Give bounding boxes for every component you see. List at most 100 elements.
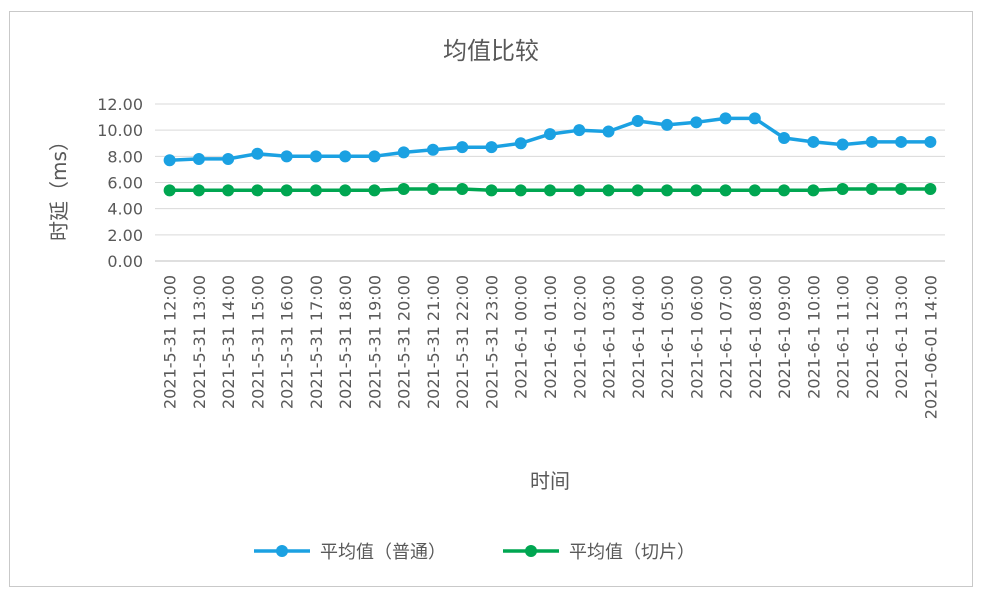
x-tick-label: 2021-6-1 07:00	[717, 275, 736, 399]
x-tick-label: 2021-5-31 18:00	[336, 275, 355, 409]
x-tick-label: 2021-6-1 09:00	[775, 275, 794, 399]
data-point	[251, 147, 264, 160]
data-point	[836, 183, 849, 196]
x-tick-label: 2021-5-31 23:00	[482, 275, 501, 409]
x-tick-label: 2021-6-1 06:00	[687, 275, 706, 399]
x-tick-label: 2021-5-31 22:00	[453, 275, 472, 409]
data-point	[895, 183, 908, 196]
x-tick-label: 2021-6-1 11:00	[834, 275, 853, 399]
data-point	[807, 184, 820, 197]
x-tick-label: 2021-5-31 17:00	[307, 275, 326, 409]
data-point	[544, 128, 556, 141]
y-tick-label: 8.00	[107, 147, 143, 166]
data-point	[631, 115, 644, 128]
legend-marker-1	[276, 545, 288, 557]
x-tick-label: 2021-5-31 20:00	[395, 275, 414, 409]
data-point	[748, 184, 761, 197]
data-point	[748, 112, 761, 125]
data-point	[924, 183, 937, 196]
y-axis-title: 时延（ms）	[47, 131, 71, 241]
data-point	[426, 143, 439, 156]
data-point	[661, 184, 674, 197]
data-point	[778, 132, 791, 145]
y-tick-label: 12.00	[97, 95, 143, 114]
data-point	[368, 150, 381, 163]
legend: 平均值（普通） 平均值（切片）	[254, 542, 695, 563]
data-point	[339, 184, 352, 197]
data-point	[397, 183, 410, 196]
data-point	[631, 184, 644, 197]
y-tick-label: 2.00	[107, 226, 143, 245]
x-tick-label: 2021-6-1 05:00	[658, 275, 677, 399]
data-point	[192, 184, 205, 197]
series-points	[163, 112, 937, 197]
data-point	[719, 112, 732, 125]
x-axis-ticks: 2021-5-31 12:00 2021-5-31 13:00 2021-5-31 …	[161, 275, 941, 419]
x-tick-label: 2021-6-1 08:00	[746, 275, 765, 399]
x-tick-label: 2021-6-1 02:00	[570, 275, 589, 399]
data-point	[163, 184, 176, 197]
data-point	[163, 154, 176, 167]
y-tick-label: 4.00	[107, 200, 143, 219]
data-point	[924, 135, 937, 148]
data-point	[456, 141, 469, 154]
data-point	[280, 184, 293, 197]
chart-title: 均值比较	[443, 37, 539, 65]
data-point	[339, 150, 352, 163]
x-tick-label: 2021-6-1 12:00	[863, 275, 882, 399]
data-point	[573, 124, 586, 137]
y-tick-label: 10.00	[97, 121, 143, 140]
data-point	[690, 116, 703, 129]
x-tick-label: 2021-6-1 00:00	[512, 275, 531, 399]
y-tick-label: 0.00	[107, 252, 143, 271]
x-axis-title: 时间	[530, 469, 570, 493]
data-point	[309, 184, 322, 197]
data-point	[485, 184, 498, 197]
chart-frame	[9, 11, 973, 587]
x-tick-label: 2021-6-1 01:00	[541, 275, 560, 399]
data-point	[456, 183, 469, 196]
data-point	[778, 184, 791, 197]
data-point	[426, 183, 439, 196]
data-point	[280, 150, 293, 163]
x-tick-label: 2021-6-1 04:00	[629, 275, 648, 399]
data-point	[514, 184, 527, 197]
grid	[155, 103, 945, 262]
data-point	[222, 152, 235, 165]
data-point	[222, 184, 235, 197]
data-point	[573, 184, 586, 197]
legend-label-2: 平均值（切片）	[569, 542, 695, 563]
data-point	[485, 141, 498, 154]
x-tick-label: 2021-5-31 13:00	[190, 275, 209, 409]
legend-marker-2	[525, 545, 537, 557]
x-tick-label: 2021-5-31 12:00	[161, 275, 180, 409]
data-point	[865, 135, 878, 148]
data-point	[544, 184, 556, 197]
data-point	[865, 183, 878, 196]
x-tick-label: 2021-6-1 13:00	[892, 275, 911, 399]
data-point	[661, 118, 674, 131]
x-tick-label: 2021-6-1 10:00	[804, 275, 823, 399]
x-tick-label: 2021-5-31 21:00	[424, 275, 443, 409]
data-point	[602, 125, 615, 138]
data-point	[836, 138, 849, 151]
x-tick-label: 2021-6-1 03:00	[600, 275, 619, 399]
data-point	[807, 135, 820, 148]
data-point	[690, 184, 703, 197]
x-tick-label: 2021-5-31 14:00	[219, 275, 238, 409]
data-point	[368, 184, 381, 197]
data-point	[192, 152, 205, 165]
data-point	[251, 184, 264, 197]
y-tick-label: 6.00	[107, 174, 143, 193]
data-point	[397, 146, 410, 159]
legend-label-1: 平均值（普通）	[320, 542, 446, 563]
data-point	[895, 135, 908, 148]
x-tick-label: 2021-5-31 15:00	[248, 275, 267, 409]
data-point	[602, 184, 615, 197]
data-point	[719, 184, 732, 197]
data-point	[514, 137, 527, 150]
y-axis-ticks: 0.00 2.00 4.00 6.00 8.00 10.00 12.00	[97, 95, 143, 271]
data-point	[309, 150, 322, 163]
x-tick-label: 2021-5-31 16:00	[278, 275, 297, 409]
